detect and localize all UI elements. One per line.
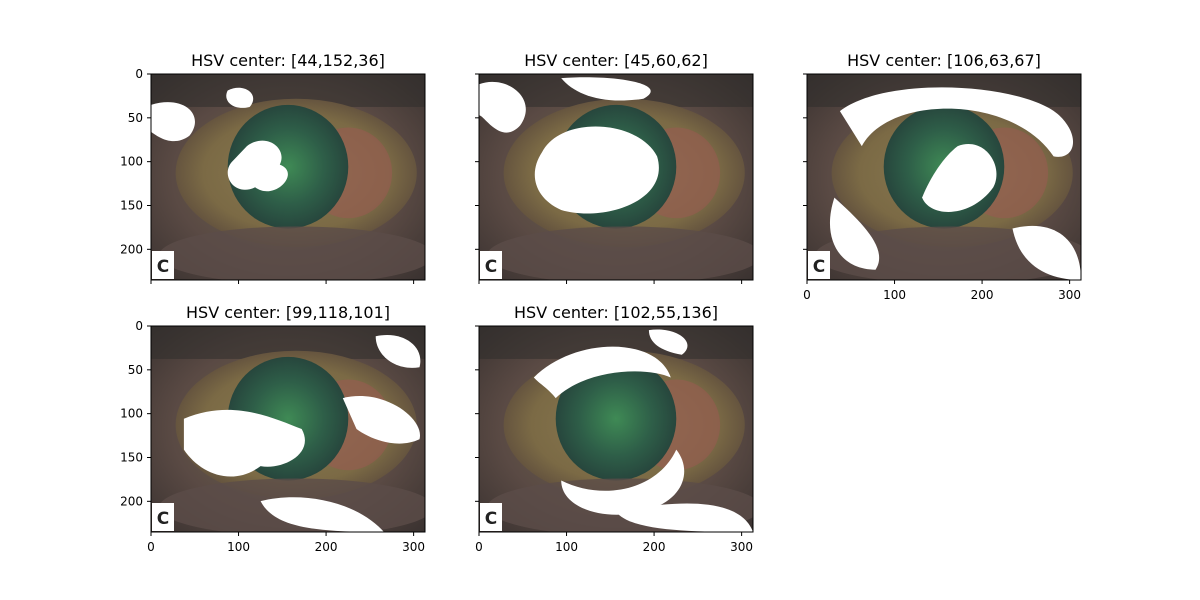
y-tick-label: 0 xyxy=(135,319,143,333)
eye-image xyxy=(479,326,753,532)
panel-title: HSV center: [106,63,67] xyxy=(847,51,1041,70)
mask-blob xyxy=(1012,225,1081,280)
mask-blob xyxy=(375,334,421,368)
mask-blob xyxy=(479,81,526,133)
mask-blob xyxy=(226,87,254,108)
x-tick-label: 200 xyxy=(971,288,994,302)
y-tick-label: 200 xyxy=(120,494,143,508)
watermark-box xyxy=(152,503,174,531)
panel-title: HSV center: [99,118,101] xyxy=(186,303,390,322)
y-tick-label: 150 xyxy=(120,198,143,212)
x-tick-label: 100 xyxy=(227,540,250,554)
mask-blob xyxy=(534,126,659,214)
x-tick-label: 0 xyxy=(475,540,483,554)
mask-regions xyxy=(183,334,421,532)
mask-blob xyxy=(561,77,651,101)
panel-4: C HSV center: [99,118,101] 0 100 200 300 0 50 10… xyxy=(120,303,426,554)
watermark-text: C xyxy=(157,509,169,529)
x-tick-label: 300 xyxy=(1058,288,1081,302)
axes-frame xyxy=(478,73,754,281)
y-tick-label: 0 xyxy=(135,67,143,81)
watermark-text: C xyxy=(485,509,497,529)
axes-frame xyxy=(478,325,754,533)
panel-title: HSV center: [102,55,136] xyxy=(514,303,718,322)
watermark-text: C xyxy=(157,257,169,277)
y-tick-label: 150 xyxy=(120,450,143,464)
x-tick-label: 200 xyxy=(315,540,338,554)
mask-regions xyxy=(151,87,288,192)
eye-image xyxy=(807,74,1081,280)
axes-frame xyxy=(806,73,1082,281)
x-tick-label: 100 xyxy=(883,288,906,302)
y-tick-label: 200 xyxy=(120,242,143,256)
eye-image xyxy=(479,74,753,280)
mask-blob xyxy=(342,396,420,444)
y-tick-label: 50 xyxy=(128,363,143,377)
mask-regions xyxy=(479,77,659,214)
watermark-box xyxy=(480,503,502,531)
panel-3: C HSV center: [106,63,67] 0 100 200 300 xyxy=(803,51,1082,302)
mask-blob xyxy=(533,346,671,399)
panel-title: HSV center: [44,152,36] xyxy=(191,51,385,70)
eye-image xyxy=(151,74,425,280)
x-tick-label: 100 xyxy=(555,540,578,554)
watermark-box xyxy=(808,251,830,279)
axes-frame xyxy=(150,73,426,281)
mask-blob xyxy=(151,102,195,142)
mask-blob xyxy=(561,449,685,515)
x-tick-label: 200 xyxy=(643,540,666,554)
mask-blob xyxy=(648,329,688,355)
axes-frame xyxy=(150,325,426,533)
mask-blob xyxy=(922,144,997,212)
watermark-text: C xyxy=(813,257,825,277)
y-tick-label: 50 xyxy=(128,111,143,125)
panel-1: C HSV center: [44,152,36] 0 50 100 150 200 xyxy=(120,51,426,284)
mask-blob xyxy=(183,409,305,477)
mask-blob xyxy=(227,140,288,192)
panel-title: HSV center: [45,60,62] xyxy=(524,51,708,70)
eye-image xyxy=(151,326,425,532)
y-tick-label: 100 xyxy=(120,407,143,421)
x-tick-label: 0 xyxy=(147,540,155,554)
x-tick-label: 300 xyxy=(402,540,425,554)
x-tick-label: 0 xyxy=(803,288,811,302)
watermark-text: C xyxy=(485,257,497,277)
x-tick-label: 300 xyxy=(730,540,753,554)
panel-5: C HSV center: [102,55,136] 0 100 200 300 xyxy=(475,303,754,554)
watermark-box xyxy=(152,251,174,279)
mask-blob xyxy=(260,497,384,532)
mask-regions xyxy=(829,87,1081,280)
watermark-box xyxy=(480,251,502,279)
mask-blob xyxy=(616,503,753,532)
mask-regions xyxy=(533,329,753,532)
mask-blob xyxy=(839,87,1074,157)
panel-2: C HSV center: [45,60,62] xyxy=(475,51,754,284)
mask-blob xyxy=(829,197,880,270)
y-tick-label: 100 xyxy=(120,155,143,169)
